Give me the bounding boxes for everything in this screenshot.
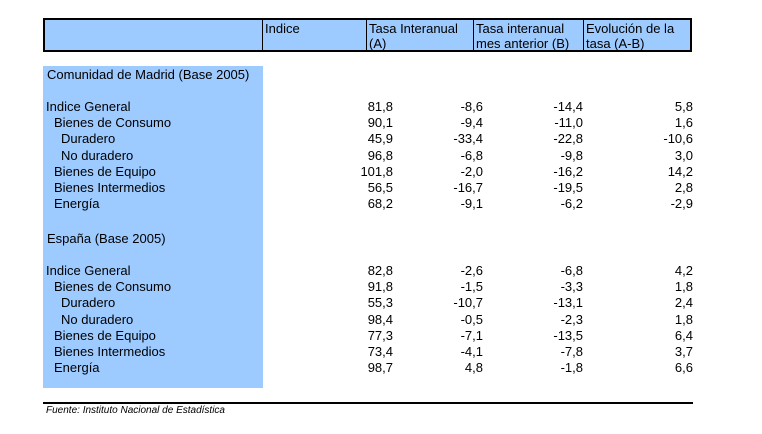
cell-value: 2,4 — [674, 295, 693, 311]
cell-value: -2,6 — [460, 263, 483, 278]
table-row: Bienes Intermedios 73,4 -4,1 -7,8 3,7 — [43, 344, 693, 360]
section-title: España (Base 2005) — [47, 231, 166, 246]
row-label: Bienes de Equipo — [54, 327, 156, 343]
cell-value: 77,3 — [367, 327, 393, 343]
cell-value: -10,7 — [453, 295, 483, 311]
cell-value: -1,5 — [460, 279, 483, 295]
cell-value: -8,6 — [460, 99, 483, 114]
cell-value: -7,1 — [460, 327, 483, 343]
cell-value: -6,2 — [560, 196, 583, 212]
table-row: Bienes Intermedios 56,5 -16,7 -19,5 2,8 — [43, 180, 693, 196]
table-row: Indice General 82,8 -2,6 -6,8 4,2 — [43, 263, 693, 279]
cell-value: 91,8 — [367, 279, 393, 295]
cell-value: -16,2 — [553, 163, 583, 179]
table-row: Bienes de Consumo 91,8 -1,5 -3,3 1,8 — [43, 279, 693, 295]
cell-value: -0,5 — [460, 311, 483, 327]
cell-value: -10,6 — [663, 131, 693, 147]
row-label: Bienes de Consumo — [54, 115, 172, 131]
table-row: Energía 68,2 -9,1 -6,2 -2,9 — [43, 196, 693, 212]
cell-value: -9,1 — [460, 196, 483, 212]
table-row: No duradero 98,4 -0,5 -2,3 1,8 — [43, 312, 693, 328]
cell-value: -6,8 — [460, 147, 483, 163]
row-label: Energía — [54, 196, 100, 212]
cell-value: -13,5 — [553, 327, 583, 343]
header-cell-indice: Indice — [263, 18, 367, 52]
table-row: Bienes de Equipo 101,8 -2,0 -16,2 14,2 — [43, 164, 693, 180]
row-label: Bienes de Consumo — [54, 279, 172, 295]
cell-value: -1,8 — [560, 360, 583, 376]
row-label: Duradero — [61, 295, 116, 311]
table-row: Duradero 45,9 -33,4 -22,8 -10,6 — [43, 131, 693, 147]
cell-value: 73,4 — [367, 344, 393, 359]
row-label: Bienes Intermedios — [54, 180, 166, 195]
cell-value: 2,8 — [674, 180, 693, 195]
row-label: Bienes de Equipo — [54, 163, 156, 179]
footer-rule — [43, 402, 693, 404]
cell-value: -4,1 — [460, 344, 483, 359]
table-row: No duradero 96,8 -6,8 -9,8 3,0 — [43, 148, 693, 164]
cell-value: -9,8 — [560, 147, 583, 163]
cell-value: -19,5 — [553, 180, 583, 195]
cell-value: 5,8 — [674, 99, 693, 114]
row-label: No duradero — [61, 311, 134, 327]
cell-value: 4,2 — [674, 263, 693, 278]
cell-value: -11,0 — [554, 115, 583, 131]
cell-value: 6,4 — [674, 327, 693, 343]
source-footnote: Fuente: Instituto Nacional de Estadístic… — [46, 405, 225, 416]
header-cell-evolucion: Evolución de la tasa (A-B) — [584, 18, 692, 52]
row-label: Indice General — [46, 263, 131, 278]
cell-value: 14,2 — [667, 163, 693, 179]
row-label: Bienes Intermedios — [54, 344, 166, 359]
header-cell-tasa-mes-anterior: Tasa interanual mes anterior (B) — [474, 18, 584, 52]
cell-value: 82,8 — [367, 263, 393, 278]
cell-value: 96,8 — [367, 147, 393, 163]
cell-value: 101,8 — [360, 163, 393, 179]
row-label: Energía — [54, 360, 100, 376]
table-row: Bienes de Equipo 77,3 -7,1 -13,5 6,4 — [43, 328, 693, 344]
cell-value: 90,1 — [367, 115, 393, 131]
cell-value: -13,1 — [553, 295, 583, 311]
cell-value: -14,4 — [553, 99, 583, 114]
table-row: Energía 98,7 4,8 -1,8 6,6 — [43, 360, 693, 376]
cell-value: 98,4 — [367, 311, 393, 327]
table-row: Indice General 81,8 -8,6 -14,4 5,8 — [43, 99, 693, 115]
cell-value: -16,7 — [453, 180, 483, 195]
section-title: Comunidad de Madrid (Base 2005) — [47, 67, 250, 82]
row-label: No duradero — [61, 147, 134, 163]
cell-value: 4,8 — [464, 360, 483, 376]
cell-value: 6,6 — [674, 360, 693, 376]
cell-value: -2,9 — [670, 196, 693, 212]
cell-value: 1,8 — [674, 311, 693, 327]
cell-value: 45,9 — [367, 131, 393, 147]
cell-value: 81,8 — [367, 99, 393, 114]
cell-value: -33,4 — [453, 131, 483, 147]
cell-value: -22,8 — [553, 131, 583, 147]
cell-value: -3,3 — [560, 279, 583, 295]
row-label: Indice General — [46, 99, 131, 114]
table-row: Bienes de Consumo 90,1 -9,4 -11,0 1,6 — [43, 115, 693, 131]
cell-value: 55,3 — [367, 295, 393, 311]
cell-value: -9,4 — [460, 115, 483, 131]
cell-value: -2,0 — [460, 163, 483, 179]
header-cell-tasa-interanual: Tasa Interanual (A) — [367, 18, 474, 52]
cell-value: -6,8 — [560, 263, 583, 278]
cell-value: -2,3 — [560, 311, 583, 327]
label-column-panel — [43, 66, 263, 388]
cell-value: 3,7 — [674, 344, 693, 359]
cell-value: 68,2 — [367, 196, 393, 212]
cell-value: 3,0 — [674, 147, 693, 163]
cell-value: 1,6 — [674, 115, 693, 131]
cell-value: 56,5 — [367, 180, 393, 195]
cell-value: 98,7 — [367, 360, 393, 376]
cell-value: 1,8 — [674, 279, 693, 295]
header-cell-blank — [43, 18, 263, 52]
row-label: Duradero — [61, 131, 116, 147]
cell-value: -7,8 — [560, 344, 583, 359]
table-row: Duradero 55,3 -10,7 -13,1 2,4 — [43, 295, 693, 311]
